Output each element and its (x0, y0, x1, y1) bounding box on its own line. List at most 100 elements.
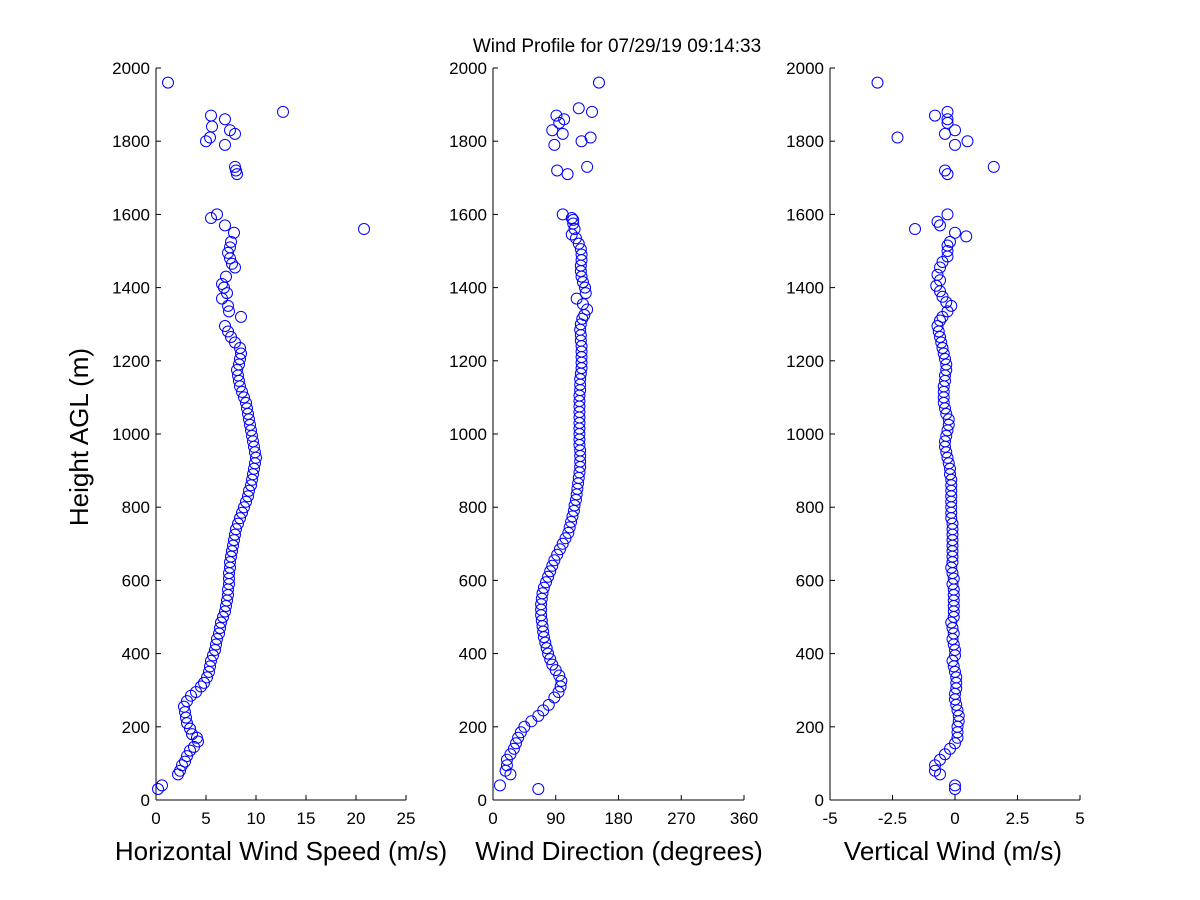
data-point-direction (561, 168, 574, 181)
data-point-vertical (939, 435, 951, 448)
data-point-speed (219, 320, 231, 333)
data-point-speed (200, 135, 212, 148)
y-tick-label-direction: 1600 (449, 205, 487, 224)
data-point-direction (551, 548, 564, 561)
data-point-speed (204, 660, 216, 673)
data-point-direction (562, 526, 575, 539)
data-point-speed (236, 385, 248, 398)
x-axis-label-speed: Horizontal Wind Speed (m/s) (115, 836, 447, 866)
data-point-vertical (934, 331, 946, 344)
y-tick-label-vertical: 800 (796, 498, 824, 517)
data-point-speed (232, 517, 244, 530)
data-point-direction (544, 565, 557, 578)
data-point-direction (550, 109, 563, 122)
x-tick-label-direction: 180 (604, 809, 632, 828)
y-tick-label-direction: 2000 (449, 59, 487, 78)
data-point-direction (552, 686, 565, 699)
data-point-speed (358, 223, 370, 236)
data-point-vertical (934, 261, 946, 274)
data-point-speed (219, 138, 231, 151)
y-tick-label-vertical: 1200 (786, 352, 824, 371)
data-point-vertical (945, 616, 958, 629)
data-point-direction (542, 647, 555, 660)
data-point-speed (214, 621, 226, 634)
y-tick-label-speed: 1400 (112, 279, 150, 298)
data-point-vertical (949, 643, 961, 656)
data-point-speed (235, 310, 247, 323)
data-point-direction (536, 587, 549, 600)
data-point-vertical (940, 429, 953, 442)
data-point-direction (555, 675, 568, 688)
data-point-direction (579, 281, 592, 294)
data-point-speed (179, 755, 191, 768)
y-tick-label-direction: 0 (478, 791, 487, 810)
y-tick-label-direction: 1200 (449, 352, 487, 371)
data-point-speed (277, 105, 289, 118)
data-point-direction (558, 113, 571, 126)
data-point-speed (222, 246, 234, 259)
data-point-vertical (909, 223, 921, 236)
data-point-speed (222, 325, 234, 338)
data-point-vertical (944, 235, 956, 248)
data-point-vertical (929, 109, 941, 122)
data-point-speed (241, 402, 253, 415)
data-point-vertical (934, 219, 946, 232)
data-point-vertical (944, 462, 956, 475)
data-point-vertical (942, 418, 955, 431)
data-point-vertical (950, 671, 963, 684)
y-tick-label-speed: 1000 (112, 425, 150, 444)
data-point-speed (220, 270, 232, 283)
data-point-speed (225, 235, 237, 248)
data-point-vertical (942, 457, 955, 470)
x-tick-label-speed: 10 (247, 809, 266, 828)
data-point-direction (544, 653, 557, 666)
y-tick-label-direction: 1800 (449, 132, 487, 151)
data-point-vertical (939, 352, 951, 365)
data-point-direction (546, 559, 559, 572)
y-tick-label-vertical: 400 (796, 645, 824, 664)
data-point-speed (156, 779, 168, 792)
data-point-speed (216, 277, 228, 290)
data-point-vertical (941, 168, 954, 181)
data-point-vertical (942, 413, 955, 426)
y-tick-label-vertical: 2000 (786, 59, 824, 78)
data-point-direction (567, 213, 580, 226)
y-tick-label-speed: 2000 (112, 59, 150, 78)
x-axis-label-vertical: Vertical Wind (m/s) (844, 836, 1062, 866)
data-point-speed (205, 212, 217, 225)
data-point-speed (176, 759, 188, 772)
y-tick-label-vertical: 1000 (786, 425, 824, 444)
y-tick-label-speed: 0 (141, 791, 150, 810)
x-tick-label-speed: 25 (397, 809, 416, 828)
data-point-speed (223, 305, 235, 318)
data-point-vertical (940, 358, 953, 371)
data-point-direction (579, 287, 592, 300)
y-tick-label-direction: 600 (459, 571, 487, 590)
data-point-vertical (931, 215, 944, 228)
data-point-direction (567, 217, 580, 230)
data-point-direction (540, 642, 553, 655)
x-tick-label-direction: 0 (488, 809, 497, 828)
x-tick-label-speed: 5 (201, 809, 210, 828)
data-point-speed (162, 76, 174, 89)
figure-title: Wind Profile for 07/29/19 09:14:33 (473, 36, 761, 57)
x-tick-label-vertical: 2.5 (1006, 809, 1030, 828)
data-point-direction (572, 102, 585, 115)
data-point-speed (224, 124, 236, 137)
data-point-direction (586, 105, 599, 118)
data-point-speed (211, 208, 223, 221)
data-point-speed (222, 299, 234, 312)
y-tick-label-direction: 400 (459, 645, 487, 664)
data-point-vertical (891, 131, 904, 144)
data-point-vertical (949, 737, 961, 750)
data-point-direction (559, 532, 572, 545)
data-point-speed (224, 241, 236, 254)
data-point-speed (201, 671, 213, 684)
data-point-vertical (947, 572, 960, 585)
data-point-direction (537, 581, 550, 594)
data-point-direction (592, 76, 605, 89)
data-point-speed (240, 495, 252, 508)
data-point-direction (546, 124, 559, 137)
